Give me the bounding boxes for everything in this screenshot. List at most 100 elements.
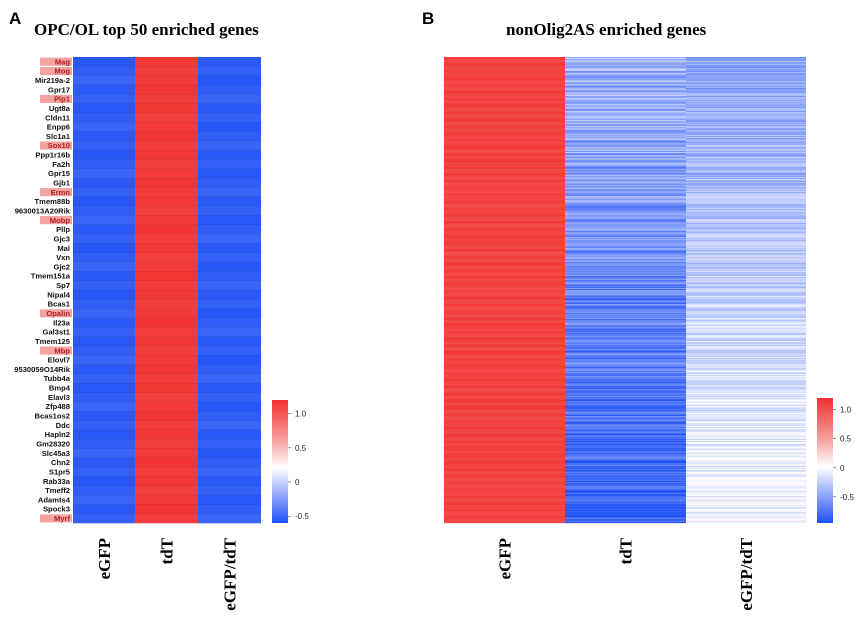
panel-b-cell [444, 312, 565, 314]
panel-b-cell [686, 79, 806, 81]
panel-b-cell [686, 125, 806, 128]
panel-b-cell [565, 504, 686, 506]
panel-b-cell [565, 306, 686, 308]
panel-b-cell [565, 234, 686, 236]
panel-b-cell [686, 300, 806, 302]
panel-b-cell [444, 226, 565, 228]
panel-a-gene-label: Gjc2 [54, 262, 70, 271]
panel-b-cell [565, 110, 686, 112]
panel-a-row-labels: MagMogMir219a-2Gpr17Plp1Ugt8aCldn11Enpp6… [14, 57, 71, 523]
panel-b-cell [444, 94, 565, 96]
panel-b-cell [686, 164, 806, 166]
panel-a-cell [135, 178, 198, 188]
panel-b-cell [444, 265, 565, 267]
panel-b-cell [686, 334, 806, 336]
panel-b-cell [686, 317, 806, 320]
panel-b-cell [686, 95, 806, 97]
panel-b-cell [686, 421, 806, 423]
panel-b-cell [686, 320, 806, 322]
panel-b-cell [444, 310, 565, 312]
panel-b-cell [686, 261, 806, 263]
panel-b-cell [565, 444, 686, 446]
panel-b-cell [565, 271, 686, 273]
panel-b-cell [686, 511, 806, 513]
panel-b-cell [565, 95, 686, 97]
panel-b-cell [565, 183, 686, 185]
panel-b-cell [686, 60, 806, 62]
panel-b-cell [444, 160, 565, 162]
panel-a-gene-label: Vxn [56, 253, 70, 262]
panel-a-cell [198, 252, 261, 263]
panel-b-cell [565, 221, 686, 223]
panel-a-cell [198, 355, 261, 365]
panel-b-cell [565, 490, 686, 492]
panel-b-cell [565, 459, 686, 461]
panel-b-cell [565, 135, 686, 137]
panel-b-cell [686, 276, 806, 278]
panel-b-cell [686, 398, 806, 400]
panel-b-cell [444, 57, 565, 60]
panel-b-cell [565, 166, 686, 169]
panel-b-cell [565, 511, 686, 513]
panel-b-cell [686, 290, 806, 293]
panel-b-cell [565, 329, 686, 331]
panel-b-cell [444, 323, 565, 325]
panel-b-cell [686, 135, 806, 137]
panel-b-cell [444, 244, 565, 246]
panel-b-cell [686, 485, 806, 487]
panel-b-cell [565, 488, 686, 490]
panel-b-cell [565, 314, 686, 316]
panel-b-cell [444, 388, 565, 390]
panel-b-cell [686, 440, 806, 442]
panel-b-cell [565, 276, 686, 279]
panel-b-cell [565, 455, 686, 457]
panel-b-cell [686, 57, 806, 59]
panel-b-cell [686, 225, 806, 227]
panel-b-cell [686, 147, 806, 149]
panel-b-cell [686, 151, 806, 153]
panel-b-cell [565, 386, 686, 389]
panel-b-cell [686, 291, 806, 293]
panel-a-highlight-box [40, 514, 72, 523]
panel-b-cell [444, 108, 565, 110]
panel-b-cell [686, 385, 806, 387]
panel-b-cell [686, 102, 806, 104]
panel-b-cell [444, 495, 565, 498]
panel-b-cell [444, 251, 565, 253]
panel-b-cell [444, 75, 565, 77]
panel-b-cell [686, 273, 806, 275]
panel-b-cell [444, 373, 565, 375]
panel-b-cell [686, 296, 806, 298]
panel-b-cell [444, 482, 565, 485]
panel-b-cell [565, 109, 686, 111]
panel-b-cell [565, 516, 686, 518]
panel-b-cell [444, 293, 565, 295]
panel-b-cell [565, 93, 686, 95]
panel-b-cell [565, 87, 686, 89]
panel-b-cell [565, 58, 686, 60]
panel-b-cell [444, 60, 565, 62]
panel-b-cell [686, 148, 806, 150]
panel-a-cell [135, 290, 198, 300]
panel-b-cell [686, 232, 806, 234]
panel-b-cell [686, 133, 806, 135]
panel-b-cell [565, 448, 686, 450]
panel-b-cell [444, 107, 565, 109]
panel-b-cell [444, 385, 565, 388]
panel-b-cell [565, 420, 686, 422]
panel-b-cell [686, 487, 806, 489]
panel-b-cell [565, 394, 686, 396]
panel-b-cell [565, 477, 686, 479]
panel-a-cell [73, 75, 135, 86]
panel-b-cell [565, 233, 686, 235]
panel-b-cell [444, 372, 565, 375]
panel-b-cell [565, 494, 686, 496]
panel-b-cell [565, 145, 686, 147]
panel-b-cell [444, 203, 565, 205]
panel-a-gene-label: Elovl7 [48, 356, 70, 365]
panel-a-cell [135, 373, 198, 384]
panel-b-cell [565, 332, 686, 334]
panel-b-cell [444, 382, 565, 384]
panel-b-cell [565, 404, 686, 406]
panel-b-cell [565, 424, 686, 426]
